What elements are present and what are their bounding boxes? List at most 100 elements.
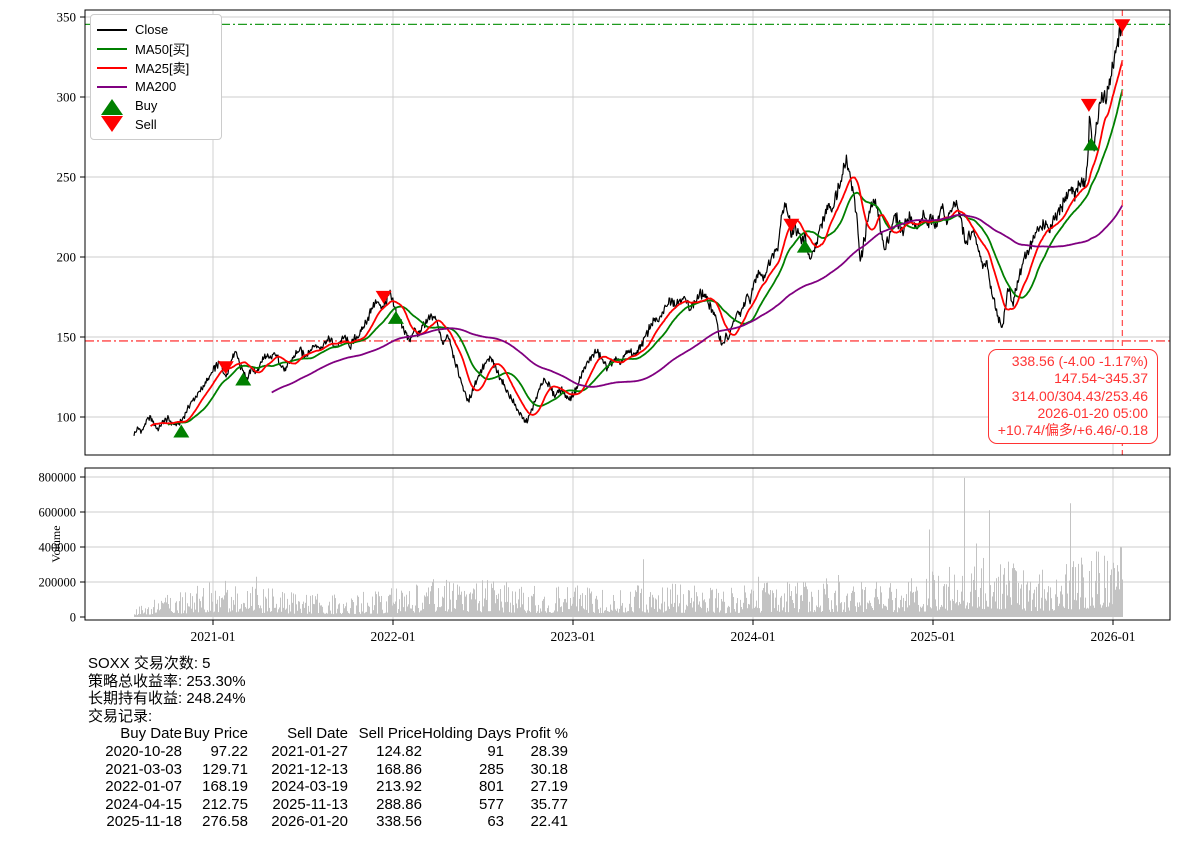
- volume-bar: [168, 604, 169, 617]
- volume-bar: [973, 579, 974, 617]
- volume-bar: [386, 601, 387, 617]
- volume-bar: [670, 589, 671, 617]
- volume-bar: [382, 609, 383, 617]
- volume-bar: [347, 611, 348, 617]
- volume-bar: [927, 605, 928, 617]
- volume-bar: [605, 610, 606, 617]
- volume-bar: [176, 601, 177, 617]
- sell-marker: [1114, 19, 1131, 33]
- volume-bar: [946, 584, 947, 617]
- volume-bar: [221, 598, 222, 617]
- volume-bar: [657, 611, 658, 617]
- volume-bar: [406, 594, 407, 617]
- volume-bar: [363, 591, 364, 617]
- volume-bar: [1072, 567, 1073, 617]
- volume-bar: [487, 580, 488, 617]
- volume-bar: [588, 612, 589, 617]
- volume-bar: [391, 588, 392, 617]
- volume-bar: [317, 593, 318, 617]
- volume-bar: [677, 594, 678, 617]
- volume-bar: [187, 603, 188, 617]
- volume-bar: [848, 607, 849, 617]
- volume-bar: [629, 603, 630, 617]
- volume-bar: [653, 597, 654, 617]
- volume-bar: [554, 610, 555, 617]
- volume-bar: [432, 582, 433, 617]
- volume-bar: [906, 594, 907, 617]
- volume-bar: [326, 612, 327, 617]
- trade-table-header: Buy Date Buy Price Sell Date Sell Price Hold…: [88, 725, 568, 743]
- volume-bar: [539, 612, 540, 617]
- volume-bar: [207, 610, 208, 617]
- volume-bar: [706, 612, 707, 617]
- volume-bar: [687, 606, 688, 617]
- volume-bar: [1071, 609, 1072, 617]
- volume-bar: [352, 599, 353, 617]
- volume-bar: [1091, 561, 1092, 617]
- volume-bar: [1098, 551, 1099, 617]
- volume-bar: [1108, 606, 1109, 617]
- volume-bar: [950, 600, 951, 617]
- volume-bar: [1122, 579, 1123, 617]
- volume-bar: [307, 613, 308, 617]
- volume-bar: [1010, 597, 1011, 617]
- volume-bar: [765, 592, 766, 617]
- volume-bar: [827, 584, 828, 617]
- volume-bar: [1008, 561, 1009, 617]
- volume-bar: [488, 611, 489, 617]
- volume-bar: [520, 607, 521, 617]
- volume-bar: [304, 607, 305, 617]
- volume-bar: [376, 594, 377, 617]
- volume-bar: [1059, 603, 1060, 617]
- volume-bar: [572, 603, 573, 617]
- volume-bar: [756, 600, 757, 617]
- volume-bar: [637, 585, 638, 617]
- volume-bar: [479, 600, 480, 617]
- volume-bar: [566, 602, 567, 617]
- volume-bar: [803, 582, 804, 617]
- volume-bar: [1067, 593, 1068, 617]
- volume-bar: [173, 613, 174, 617]
- volume-bar: [630, 591, 631, 617]
- volume-bar: [783, 607, 784, 617]
- volume-bar: [534, 585, 535, 617]
- volume-bar: [149, 614, 150, 617]
- volume-bar: [536, 612, 537, 617]
- volume-bar: [947, 610, 948, 617]
- volume-bar: [755, 606, 756, 617]
- volume-bar: [895, 597, 896, 617]
- axis-tick-label: 2024-01: [731, 629, 776, 644]
- volume-bar: [154, 599, 155, 617]
- volume-bar: [1121, 547, 1122, 617]
- volume-bar: [943, 586, 944, 617]
- trade-records-title: 交易记录:: [88, 707, 153, 725]
- trade-row: 2021-03-03 129.71 2021-12-13 168.86 285 30.18: [88, 761, 568, 779]
- volume-bar: [641, 588, 642, 617]
- volume-bar: [990, 585, 991, 617]
- volume-bar: [542, 600, 543, 617]
- volume-bar: [779, 611, 780, 617]
- volume-bar: [147, 609, 148, 617]
- volume-bar: [512, 591, 513, 617]
- volume-bar: [481, 612, 482, 617]
- trade-cell: 213.92: [376, 778, 422, 796]
- volume-bar: [839, 581, 840, 617]
- volume-bar: [770, 589, 771, 617]
- volume-bar: [309, 611, 310, 617]
- volume-bar: [775, 597, 776, 617]
- volume-bar: [205, 612, 206, 617]
- volume-bar: [1056, 579, 1057, 617]
- volume-bar: [956, 602, 957, 617]
- volume-bar: [203, 588, 204, 617]
- volume-bar: [439, 607, 440, 617]
- volume-bar: [817, 606, 818, 617]
- volume-bar: [752, 608, 753, 617]
- volume-bar: [384, 613, 385, 617]
- volume-bar: [749, 604, 750, 617]
- volume-bar: [367, 602, 368, 617]
- volume-bar: [403, 607, 404, 617]
- volume-bar: [1051, 598, 1052, 617]
- volume-bar: [656, 599, 657, 617]
- volume-bar: [951, 610, 952, 617]
